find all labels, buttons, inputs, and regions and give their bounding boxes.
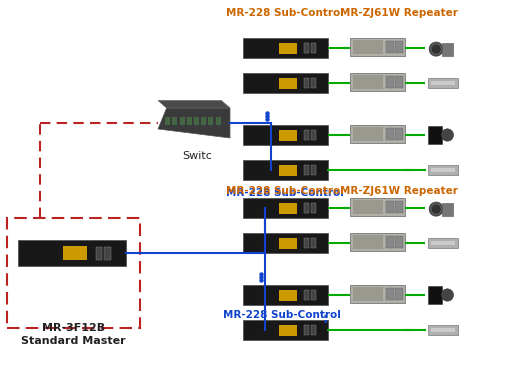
Bar (173, 117, 177, 124)
FancyBboxPatch shape (243, 320, 328, 340)
Bar (105, 247, 111, 259)
Bar (395, 76, 403, 88)
Bar (428, 286, 442, 304)
FancyBboxPatch shape (350, 125, 405, 143)
Bar (311, 238, 316, 248)
Bar (386, 128, 394, 140)
Bar (165, 117, 170, 124)
Bar (395, 41, 403, 53)
Bar (208, 117, 213, 124)
Bar (215, 117, 221, 124)
Polygon shape (158, 108, 230, 138)
Bar (279, 130, 298, 141)
Bar (386, 76, 394, 88)
Polygon shape (158, 100, 230, 108)
Text: MR-ZJ61W Repeater: MR-ZJ61W Repeater (340, 8, 458, 18)
FancyBboxPatch shape (243, 233, 328, 253)
Bar (279, 290, 298, 301)
Bar (386, 201, 394, 213)
Bar (311, 203, 316, 213)
Bar (201, 117, 206, 124)
Text: Switc: Switc (183, 151, 212, 161)
Bar (304, 238, 309, 248)
Bar (353, 75, 383, 89)
Bar (386, 288, 394, 300)
Bar (431, 328, 455, 332)
Bar (395, 236, 403, 248)
FancyBboxPatch shape (243, 73, 328, 93)
FancyBboxPatch shape (350, 233, 405, 251)
Text: MR-228 Sub-Control: MR-228 Sub-Control (223, 310, 341, 320)
Bar (279, 325, 298, 336)
Bar (279, 238, 298, 249)
Bar (353, 287, 383, 301)
Text: :: : (322, 312, 328, 326)
Circle shape (432, 205, 440, 213)
Bar (428, 78, 458, 88)
Bar (179, 117, 185, 124)
Bar (395, 128, 403, 140)
Bar (431, 81, 455, 85)
Text: MR-228 Sub-Control: MR-228 Sub-Control (226, 188, 344, 198)
Bar (304, 290, 309, 300)
FancyBboxPatch shape (243, 285, 328, 305)
Circle shape (429, 202, 443, 216)
Bar (279, 203, 298, 213)
Bar (304, 43, 309, 53)
Bar (311, 43, 316, 53)
Bar (96, 247, 102, 259)
Bar (311, 78, 316, 88)
Bar (442, 202, 453, 216)
Bar (386, 41, 394, 53)
Bar (428, 165, 458, 175)
Bar (428, 126, 442, 144)
Circle shape (441, 289, 453, 301)
Bar (311, 130, 316, 140)
FancyBboxPatch shape (243, 160, 328, 180)
FancyBboxPatch shape (243, 198, 328, 218)
Bar (428, 325, 458, 335)
Bar (304, 165, 309, 175)
FancyBboxPatch shape (350, 73, 405, 91)
Bar (279, 78, 298, 89)
Bar (311, 290, 316, 300)
Circle shape (429, 42, 443, 56)
Text: MR-ZJ61W Repeater: MR-ZJ61W Repeater (340, 186, 458, 196)
Bar (442, 42, 453, 56)
FancyBboxPatch shape (18, 240, 126, 266)
Circle shape (441, 129, 453, 141)
Bar (431, 241, 455, 245)
Bar (304, 203, 309, 213)
Bar (353, 200, 383, 214)
Text: MR-228 Sub-Control: MR-228 Sub-Control (226, 186, 344, 196)
Text: MR-3F12B
Standard Master: MR-3F12B Standard Master (21, 323, 126, 346)
Bar (279, 43, 298, 54)
Bar (194, 117, 199, 124)
Bar (395, 288, 403, 300)
Bar (386, 236, 394, 248)
Bar (63, 246, 87, 260)
Bar (304, 325, 309, 335)
Bar (353, 40, 383, 54)
Circle shape (432, 45, 440, 53)
Bar (7, 218, 140, 328)
FancyBboxPatch shape (243, 125, 328, 145)
Bar (428, 238, 458, 248)
Bar (311, 165, 316, 175)
FancyBboxPatch shape (350, 38, 405, 56)
Bar (395, 201, 403, 213)
Text: MR-228 Sub-Control: MR-228 Sub-Control (226, 8, 344, 18)
Bar (353, 235, 383, 249)
Bar (304, 130, 309, 140)
Bar (353, 127, 383, 141)
Bar (279, 164, 298, 176)
FancyBboxPatch shape (350, 198, 405, 216)
FancyBboxPatch shape (350, 285, 405, 303)
Bar (311, 325, 316, 335)
Bar (431, 168, 455, 172)
FancyBboxPatch shape (243, 38, 328, 58)
Bar (187, 117, 192, 124)
Bar (304, 78, 309, 88)
